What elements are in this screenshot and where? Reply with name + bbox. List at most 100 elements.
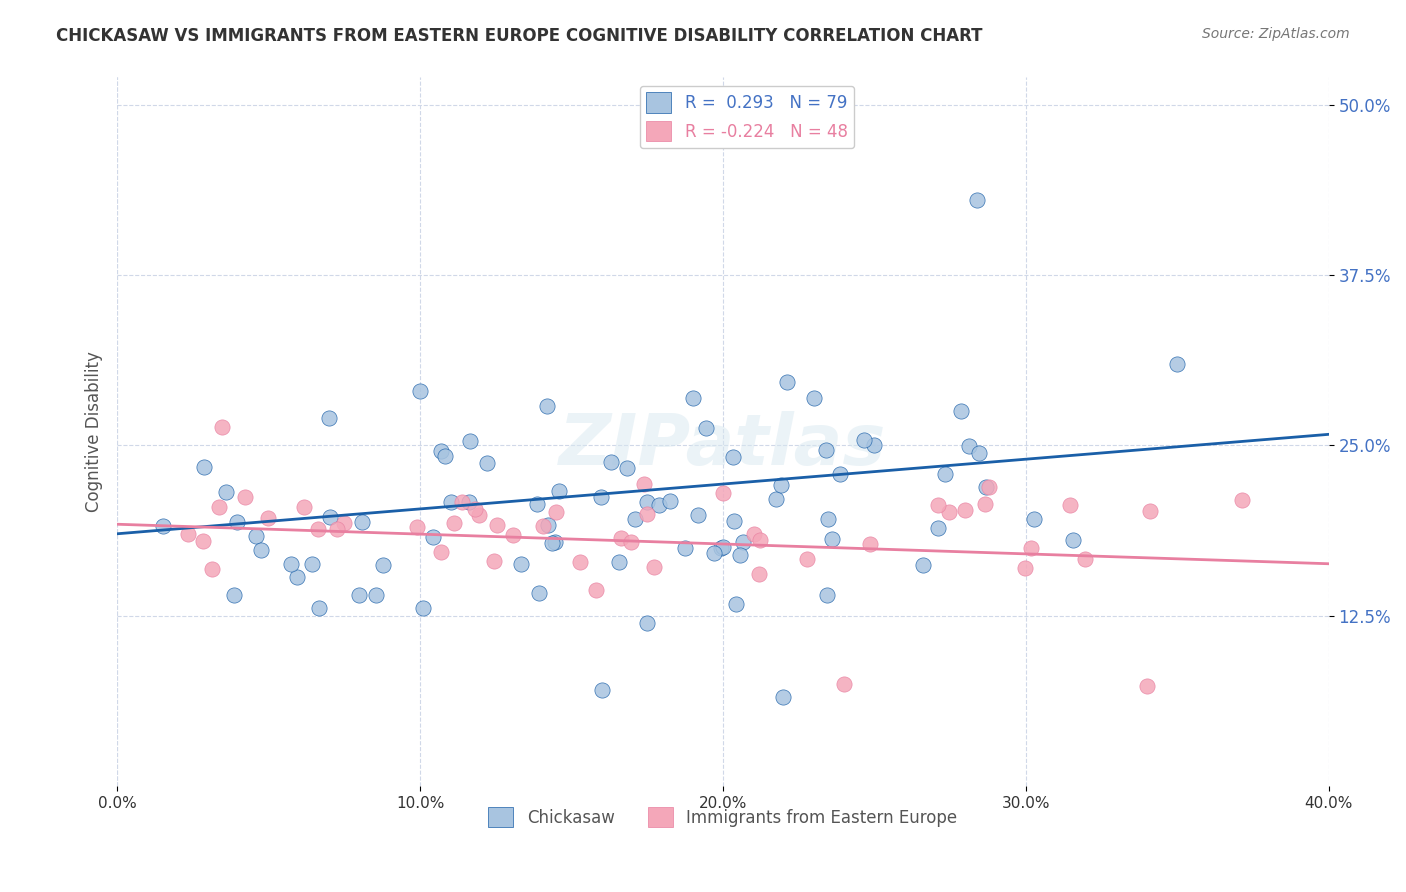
Chickasaw [371,558,394,573]
Chickasaw [710,541,733,555]
Immigrants from Eastern Europe [711,486,734,500]
Immigrants from Eastern Europe [211,419,233,434]
Chickasaw [949,404,972,418]
Chickasaw [152,518,174,533]
Immigrants from Eastern Europe [326,522,349,536]
Immigrants from Eastern Europe [257,511,280,525]
Immigrants from Eastern Europe [979,480,1001,494]
Immigrants from Eastern Europe [749,533,772,547]
Immigrants from Eastern Europe [1059,498,1081,512]
Immigrants from Eastern Europe [1136,679,1159,693]
Chickasaw [636,495,658,509]
Chickasaw [772,690,794,705]
Chickasaw [412,600,434,615]
Chickasaw [682,391,704,405]
Chickasaw [616,460,638,475]
Immigrants from Eastern Europe [201,562,224,576]
Immigrants from Eastern Europe [292,500,315,514]
Chickasaw [1062,533,1084,548]
Chickasaw [226,515,249,529]
Chickasaw [510,557,533,571]
Chickasaw [589,490,612,504]
Immigrants from Eastern Europe [502,528,524,542]
Text: ZIPatlas: ZIPatlas [560,411,887,480]
Chickasaw [548,483,571,498]
Immigrants from Eastern Europe [405,520,427,534]
Chickasaw [541,536,564,550]
Immigrants from Eastern Europe [1019,541,1042,555]
Immigrants from Eastern Europe [464,502,486,516]
Immigrants from Eastern Europe [585,582,607,597]
Chickasaw [803,391,825,405]
Chickasaw [409,384,432,398]
Chickasaw [245,529,267,543]
Chickasaw [193,460,215,475]
Chickasaw [673,541,696,555]
Immigrants from Eastern Europe [938,505,960,519]
Chickasaw [659,494,682,508]
Chickasaw [967,446,990,460]
Chickasaw [422,530,444,544]
Immigrants from Eastern Europe [1074,552,1097,566]
Chickasaw [475,456,498,470]
Immigrants from Eastern Europe [484,554,506,568]
Immigrants from Eastern Europe [620,535,643,549]
Chickasaw [285,570,308,584]
Chickasaw [765,491,787,506]
Chickasaw [725,598,748,612]
Chickasaw [636,615,658,630]
Chickasaw [733,535,755,549]
Immigrants from Eastern Europe [191,533,214,548]
Chickasaw [600,454,623,468]
Chickasaw [934,467,956,482]
Chickasaw [429,444,451,458]
Chickasaw [1022,512,1045,526]
Chickasaw [536,399,558,413]
Chickasaw [249,543,271,558]
Chickasaw [458,434,481,448]
Chickasaw [703,546,725,560]
Chickasaw [723,514,745,528]
Immigrants from Eastern Europe [643,560,665,574]
Immigrants from Eastern Europe [1014,561,1036,575]
Immigrants from Eastern Europe [636,507,658,521]
Chickasaw [350,515,373,529]
Immigrants from Eastern Europe [832,676,855,690]
Immigrants from Eastern Europe [443,516,465,530]
Immigrants from Eastern Europe [468,508,491,523]
Chickasaw [728,549,751,563]
Immigrants from Eastern Europe [531,518,554,533]
Chickasaw [308,601,330,615]
Immigrants from Eastern Europe [796,552,818,566]
Immigrants from Eastern Europe [1232,493,1254,508]
Chickasaw [440,495,463,509]
Chickasaw [957,439,980,453]
Chickasaw [349,588,371,602]
Chickasaw [544,534,567,549]
Chickasaw [776,375,799,389]
Legend: Chickasaw, Immigrants from Eastern Europe: Chickasaw, Immigrants from Eastern Europ… [482,800,965,834]
Chickasaw [591,683,613,698]
Chickasaw [830,467,852,481]
Chickasaw [821,532,844,546]
Immigrants from Eastern Europe [208,500,231,514]
Chickasaw [723,450,745,464]
Text: CHICKASAW VS IMMIGRANTS FROM EASTERN EUROPE COGNITIVE DISABILITY CORRELATION CHA: CHICKASAW VS IMMIGRANTS FROM EASTERN EUR… [56,27,983,45]
Immigrants from Eastern Europe [486,518,509,533]
Immigrants from Eastern Europe [748,566,770,581]
Chickasaw [607,555,630,569]
Immigrants from Eastern Europe [858,537,880,551]
Chickasaw [526,497,548,511]
Chickasaw [458,494,481,508]
Immigrants from Eastern Europe [177,526,200,541]
Y-axis label: Cognitive Disability: Cognitive Disability [86,351,103,512]
Chickasaw [1166,357,1188,371]
Chickasaw [366,588,388,602]
Chickasaw [815,588,838,602]
Immigrants from Eastern Europe [633,477,655,491]
Chickasaw [686,508,709,522]
Chickasaw [222,588,245,602]
Chickasaw [214,484,236,499]
Chickasaw [319,509,342,524]
Immigrants from Eastern Europe [333,516,356,530]
